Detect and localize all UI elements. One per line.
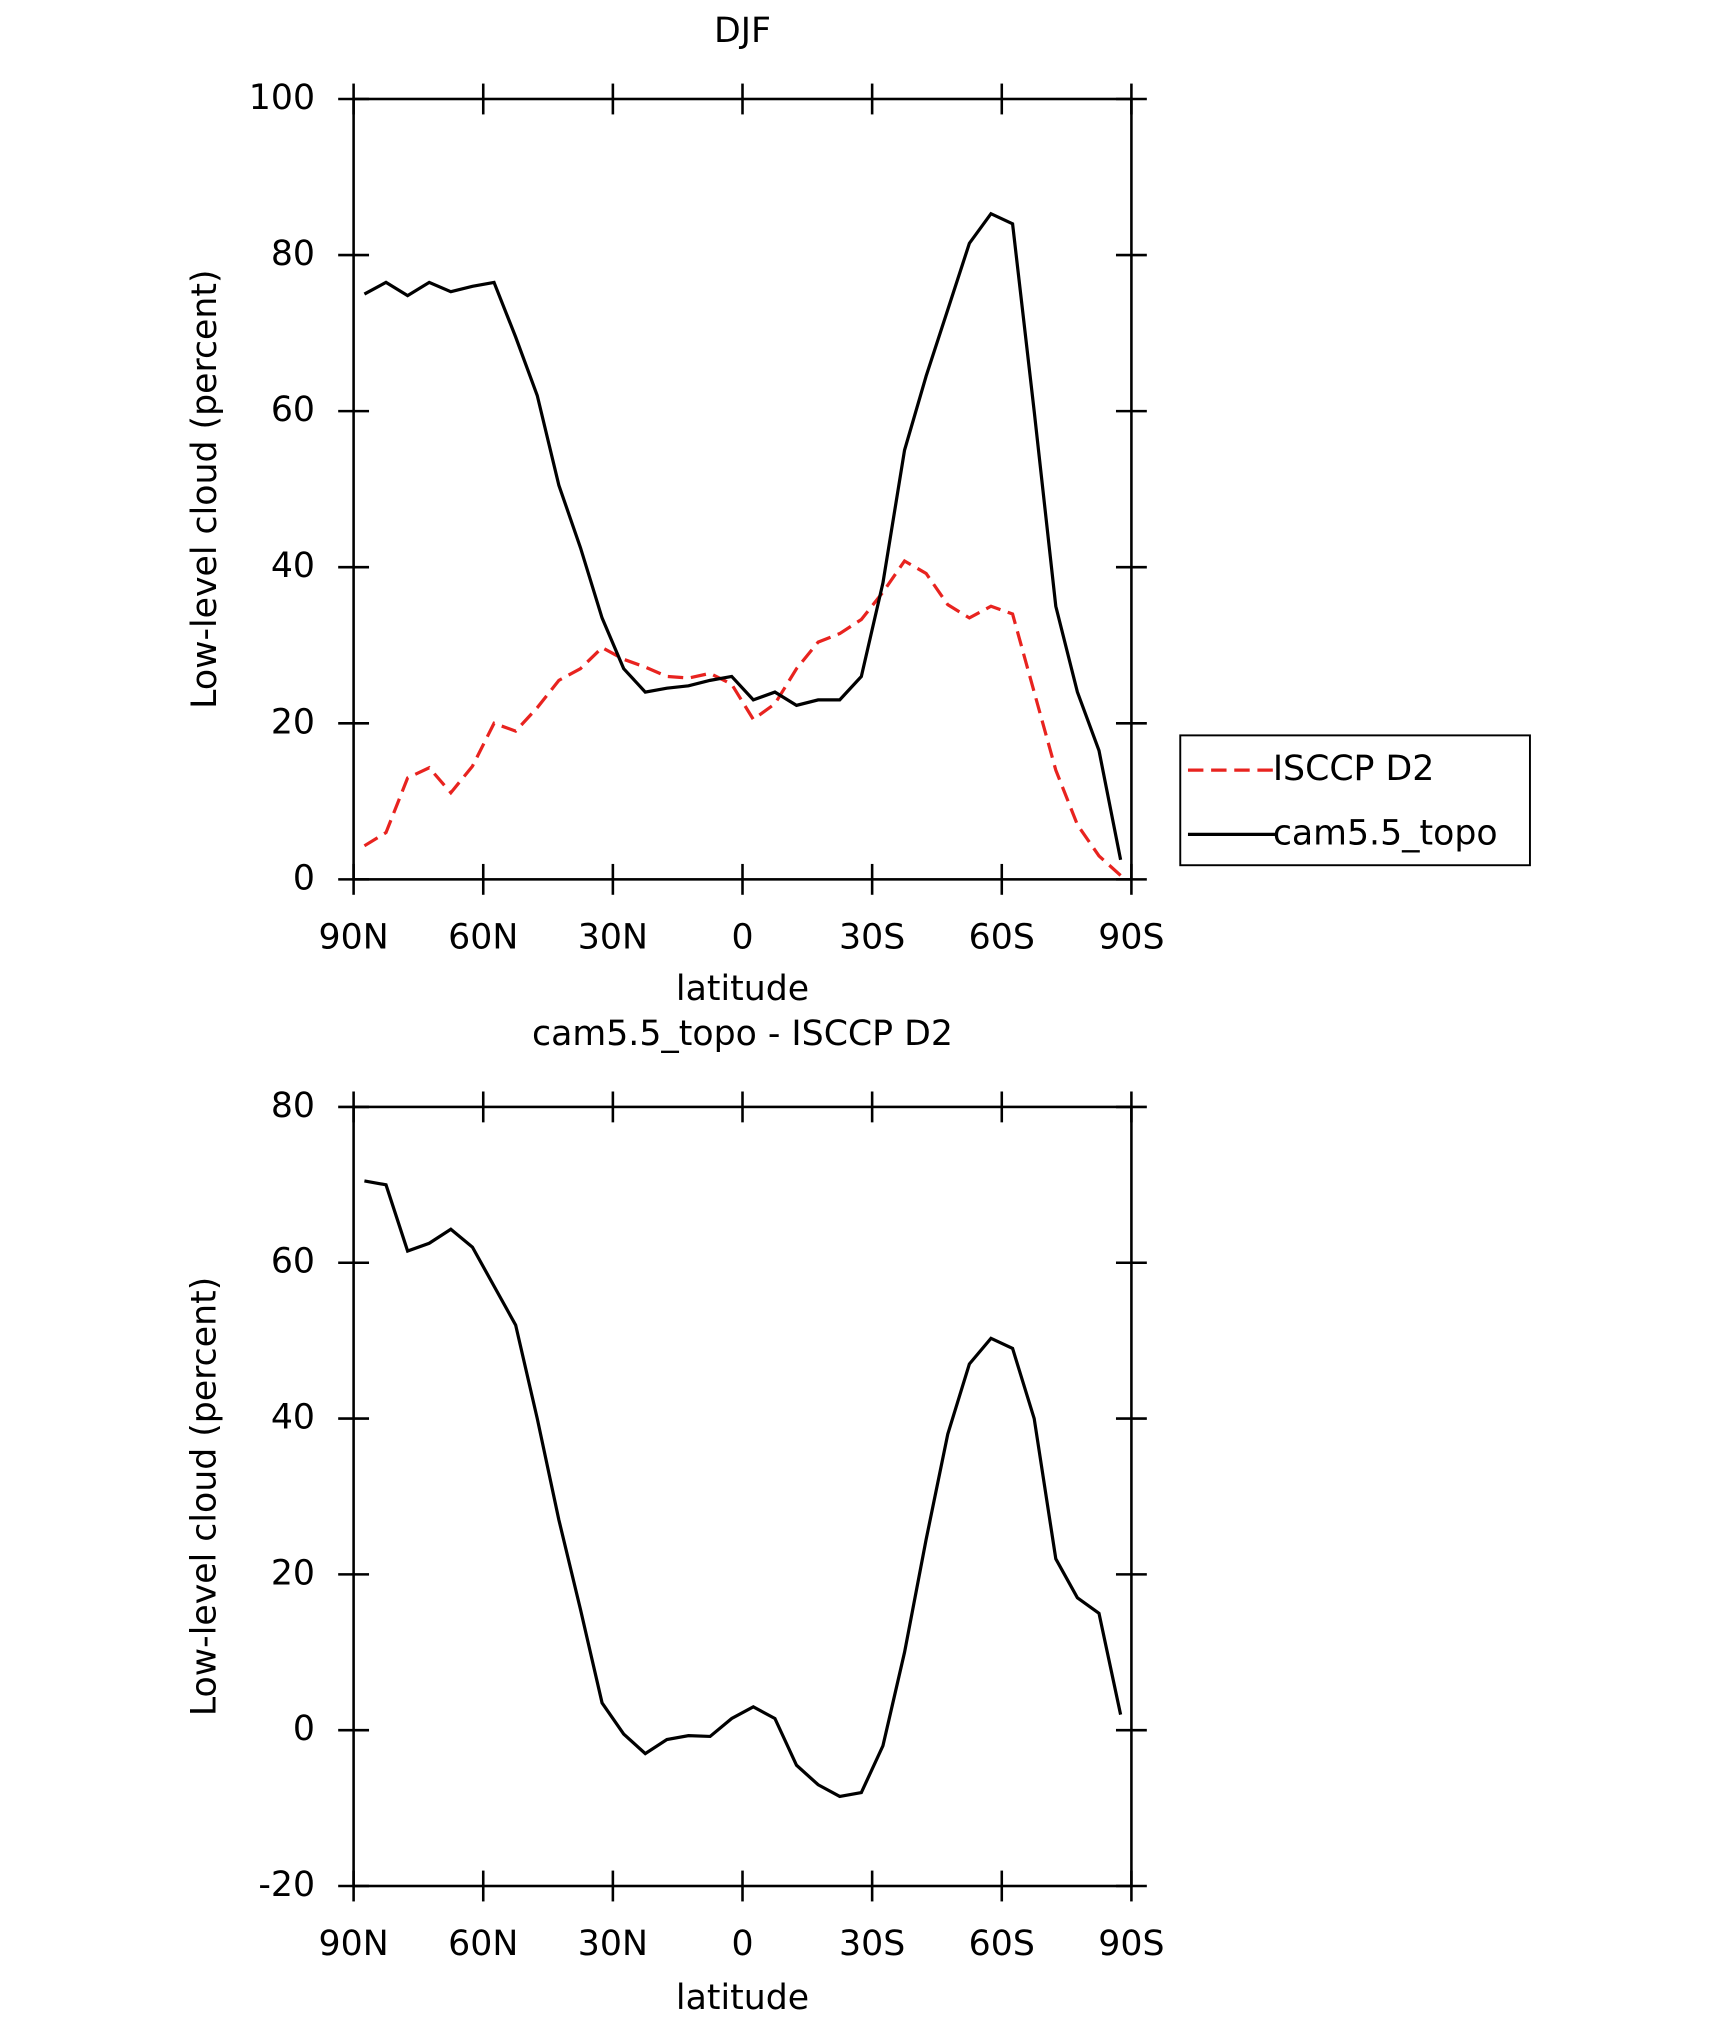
x-tick-label: 90S bbox=[1098, 918, 1164, 958]
series-line bbox=[364, 1179, 1123, 1799]
x-tick-label: 90N bbox=[319, 918, 389, 958]
x-tick-label: 60S bbox=[969, 1924, 1035, 1964]
series-line bbox=[363, 211, 1123, 861]
x-tick-label: 60S bbox=[969, 918, 1035, 958]
plot-frame bbox=[352, 1105, 1133, 1888]
x-axis-label: latitude bbox=[676, 969, 809, 1009]
x-tick-label: 30S bbox=[839, 1924, 905, 1964]
y-tick-label: -20 bbox=[258, 1865, 315, 1905]
legend-label: ISCCP D2 bbox=[1273, 749, 1435, 789]
x-tick-label: 0 bbox=[731, 1924, 753, 1964]
y-tick-label: 80 bbox=[271, 1086, 315, 1126]
x-tick-label: 30N bbox=[578, 918, 648, 958]
y-tick-label: 0 bbox=[293, 1709, 315, 1749]
y-tick-label: 100 bbox=[249, 78, 315, 118]
y-tick-label: 40 bbox=[271, 1398, 315, 1438]
y-tick-label: 0 bbox=[293, 858, 315, 898]
x-tick-label: 30S bbox=[839, 918, 905, 958]
chart-title: DJF bbox=[714, 11, 771, 51]
x-tick-label: 90S bbox=[1098, 1924, 1164, 1964]
chart-title: cam5.5_topo - ISCCP D2 bbox=[532, 1014, 953, 1054]
y-tick-label: 20 bbox=[271, 1553, 315, 1593]
x-tick-label: 30N bbox=[578, 1924, 648, 1964]
x-tick-label: 60N bbox=[448, 918, 518, 958]
x-tick-label: 0 bbox=[731, 918, 753, 958]
y-tick-label: 60 bbox=[271, 390, 315, 430]
legend-box bbox=[1179, 734, 1531, 867]
y-axis-label: Low-level cloud (percent) bbox=[185, 1277, 225, 1716]
x-tick-label: 60N bbox=[448, 1924, 518, 1964]
plot-frame bbox=[352, 97, 1133, 881]
x-axis-label: latitude bbox=[676, 1978, 809, 2018]
legend-label: cam5.5_topo bbox=[1273, 813, 1498, 853]
y-tick-label: 60 bbox=[271, 1242, 315, 1282]
y-tick-label: 40 bbox=[271, 546, 315, 586]
y-tick-label: 20 bbox=[271, 702, 315, 742]
y-tick-label: 80 bbox=[271, 234, 315, 274]
y-axis-label: Low-level cloud (percent) bbox=[185, 269, 225, 708]
series-line bbox=[363, 558, 1122, 877]
x-tick-label: 90N bbox=[319, 1924, 389, 1964]
